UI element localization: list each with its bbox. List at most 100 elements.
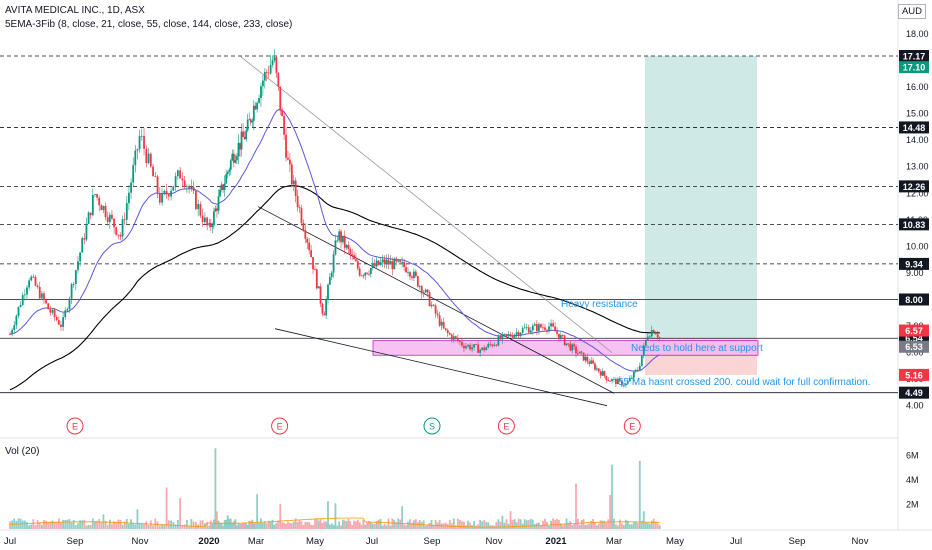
volume-bar (234, 519, 237, 529)
candle-body (232, 153, 235, 163)
volume-bar (251, 519, 254, 529)
volume-bar (599, 520, 602, 529)
volume-legend[interactable]: Vol (20) (5, 446, 40, 457)
annotation-ma-note[interactable]: 55 Ma hasnt crossed 200. could wait for … (618, 377, 871, 388)
candle-body (334, 240, 337, 255)
candle-body (575, 346, 577, 354)
volume-bar (28, 525, 31, 529)
candle-body (138, 136, 141, 150)
price-line-label-bg (899, 386, 929, 399)
candle-body (49, 309, 52, 313)
volume-bar (501, 515, 504, 529)
currency-badge[interactable]: AUD (897, 4, 926, 19)
price-line-label: 9.34 (905, 259, 923, 269)
annotation-heavy-resistance[interactable]: Heavy resistance (561, 299, 638, 310)
candle-body (403, 262, 405, 268)
candle-body (206, 217, 209, 226)
volume-bar (43, 519, 45, 529)
x-tick-label: Mar (606, 536, 622, 547)
candle-body (170, 190, 172, 197)
candle-body (273, 57, 276, 61)
candle-body (226, 171, 229, 175)
candle-body (584, 356, 587, 361)
volume-bar (548, 525, 550, 529)
volume-bar (34, 525, 37, 529)
candle-body (174, 176, 177, 187)
volume-bar (98, 518, 101, 529)
volume-bar (519, 519, 522, 529)
candle-body (405, 267, 407, 273)
candle-body (569, 343, 572, 351)
y-tick-label: 13.00 (906, 162, 929, 172)
volume-bar (170, 520, 172, 529)
candle-body (125, 203, 128, 220)
volume-bar (55, 522, 58, 529)
candle-body (136, 149, 139, 151)
volume-bar (369, 522, 372, 529)
volume-bar (87, 524, 90, 529)
candle-body (234, 160, 237, 163)
candle-body (448, 333, 451, 335)
price-line-label-bg (899, 180, 929, 193)
candle-body (332, 254, 335, 273)
candle-body (594, 363, 596, 370)
volume-bar (269, 521, 272, 529)
volume-bar (552, 518, 554, 529)
volume-bar (375, 521, 378, 529)
indicator-legend[interactable]: 5EMA-3Fib (8, close, 21, close, 55, clos… (5, 19, 293, 30)
x-tick-label: Jul (730, 536, 742, 547)
candle-body (79, 252, 81, 262)
candle-body (165, 190, 168, 195)
volume-bar (497, 519, 500, 529)
candle-body (294, 180, 297, 196)
volume-bar (487, 522, 490, 529)
candle-body (369, 268, 372, 274)
volume-bar (246, 524, 249, 529)
volume-bar (601, 520, 604, 529)
candle-body (96, 194, 98, 198)
annotation-support[interactable]: Needs to hold here at support (631, 343, 763, 354)
candle-body (279, 86, 282, 111)
candle-body (119, 234, 122, 237)
volume-bar (517, 518, 520, 529)
volume-bar (656, 523, 659, 529)
earnings-marker-label: S (429, 422, 435, 432)
candle-body (523, 327, 526, 329)
price-line-label-bg (899, 293, 929, 306)
candle-body (375, 260, 378, 267)
x-tick-label: Mar (248, 536, 264, 547)
volume-bar (111, 523, 113, 529)
volume-bar (463, 521, 465, 529)
side-label-bg (899, 61, 929, 74)
volume-bar (277, 520, 280, 529)
volume-bar (121, 524, 124, 529)
volume-bar (368, 521, 370, 529)
candle-body (83, 238, 86, 240)
candle-body (440, 321, 443, 326)
candle-body (452, 336, 455, 340)
candle-body (509, 334, 512, 337)
volume-bar (74, 525, 77, 529)
candle-body (412, 271, 415, 278)
x-tick-label: 2021 (545, 536, 567, 547)
candle-body (89, 212, 92, 216)
volume-bar (595, 525, 598, 529)
candle-body (113, 218, 115, 228)
y-tick-label: 14.00 (906, 135, 929, 145)
candle-body (269, 64, 272, 74)
volume-bar (113, 521, 115, 529)
candle-body (267, 72, 270, 74)
volume-bar (176, 520, 179, 529)
volume-bar (287, 521, 289, 529)
candle-body (300, 208, 303, 223)
volume-bar (302, 524, 305, 529)
candle-body (304, 230, 307, 239)
candle-body (397, 260, 400, 262)
volume-bar (412, 520, 415, 529)
candle-body (636, 370, 639, 371)
volume-bar (199, 520, 202, 529)
candle-body (26, 287, 28, 295)
volume-bar (130, 519, 132, 529)
volume-bar (231, 522, 234, 529)
